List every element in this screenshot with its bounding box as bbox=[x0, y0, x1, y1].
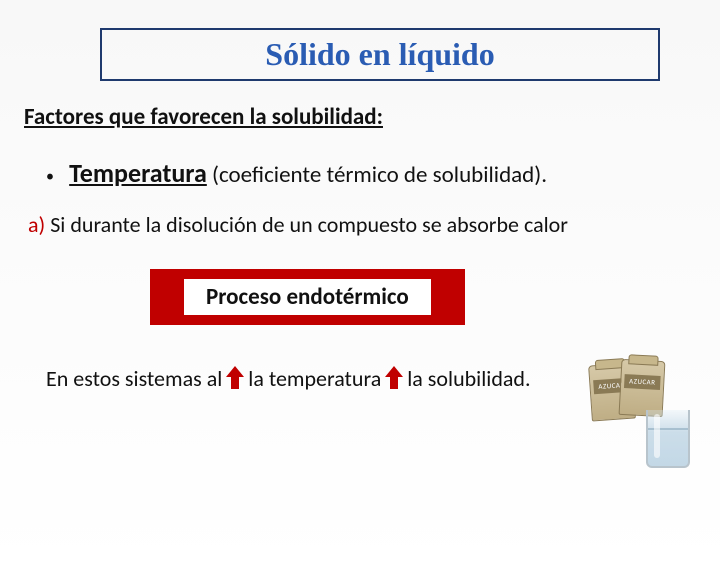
closing-part3: la solubilidad. bbox=[407, 365, 530, 392]
sugar-water-illustration: AZUCAR AZUCAR bbox=[580, 358, 690, 468]
subtitle: Factores que favorecen la solubilidad: bbox=[24, 103, 680, 131]
closing-part1: En estos sistemas al bbox=[46, 365, 222, 392]
bullet-marker: • bbox=[46, 167, 54, 186]
up-arrow-icon bbox=[385, 366, 403, 390]
water-glass-icon bbox=[646, 410, 690, 468]
bullet-keyword: Temperatura bbox=[69, 157, 207, 189]
item-a-text: Si durante la disolución de un compuesto… bbox=[45, 211, 568, 238]
bullet-rest: (coeficiente térmico de solubilidad). bbox=[207, 161, 547, 189]
title-box: Sólido en líquido bbox=[100, 28, 660, 81]
closing-part2: la temperatura bbox=[248, 365, 381, 392]
sugar-bag-icon: AZUCAR bbox=[619, 359, 666, 417]
item-a-label: a) bbox=[28, 211, 45, 238]
slide-title: Sólido en líquido bbox=[132, 36, 628, 73]
bullet-temperature: • Temperatura (coeficiente térmico de so… bbox=[46, 157, 680, 189]
bag-label: AZUCAR bbox=[624, 374, 661, 390]
badge-row: Proceso endotérmico bbox=[150, 269, 720, 325]
up-arrow-icon bbox=[226, 366, 244, 390]
item-a: a) Si durante la disolución de un compue… bbox=[28, 211, 600, 239]
badge-outer: Proceso endotérmico bbox=[150, 269, 465, 325]
badge-text: Proceso endotérmico bbox=[184, 279, 431, 315]
